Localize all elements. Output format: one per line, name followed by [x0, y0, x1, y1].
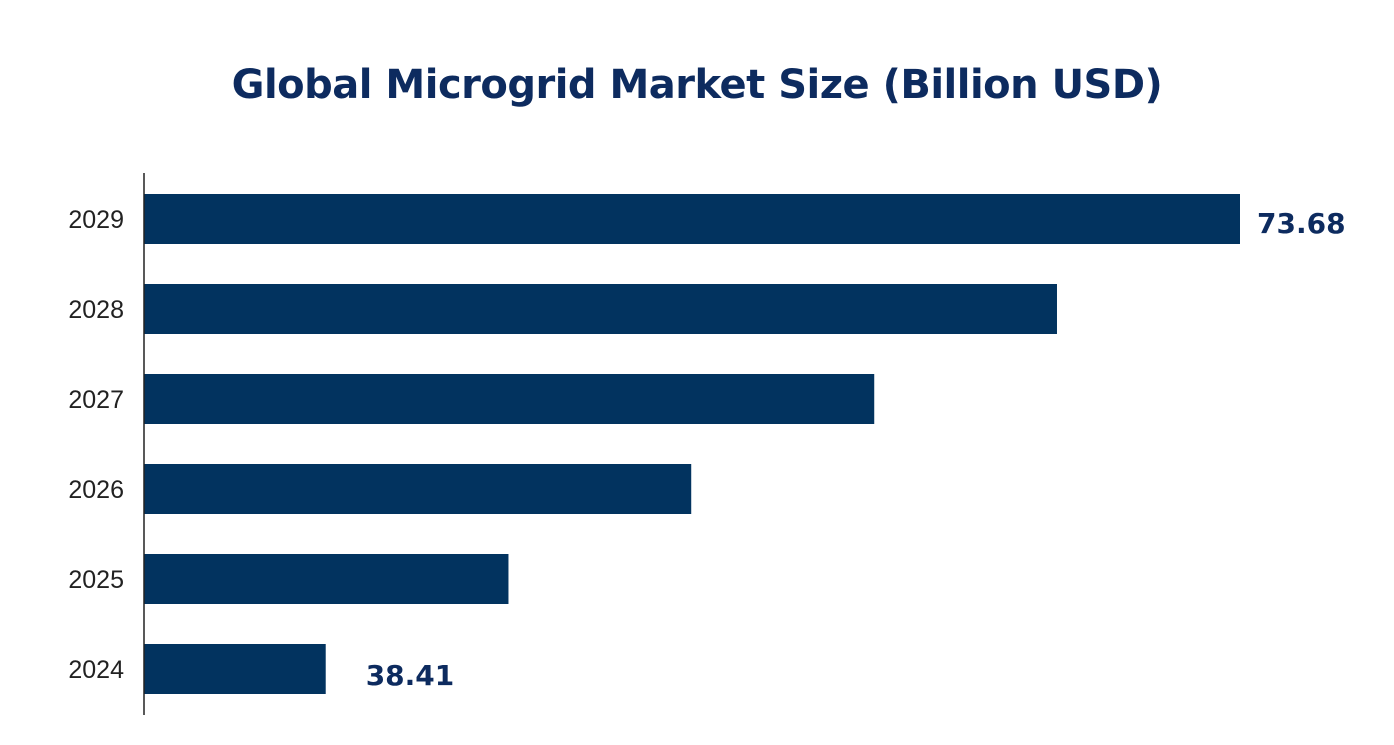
- bar-2028: [144, 284, 1057, 334]
- tick-label-2025: 2025: [68, 566, 124, 594]
- tick-label-2029: 2029: [68, 206, 124, 234]
- bar-2024: [144, 644, 326, 694]
- tick-label-2026: 2026: [68, 476, 124, 504]
- data-label-2024: 38.41: [366, 659, 455, 692]
- bar-2029: [144, 194, 1240, 244]
- chart-title: Global Microgrid Market Size (Billion US…: [231, 62, 1163, 108]
- bar-2025: [144, 554, 509, 604]
- bar-2026: [144, 464, 692, 514]
- tick-label-2027: 2027: [68, 386, 124, 414]
- data-label-2029: 73.68: [1257, 207, 1346, 240]
- tick-label-2028: 2028: [68, 296, 124, 324]
- tick-label-2024: 2024: [68, 656, 124, 684]
- bar-2027: [144, 374, 875, 424]
